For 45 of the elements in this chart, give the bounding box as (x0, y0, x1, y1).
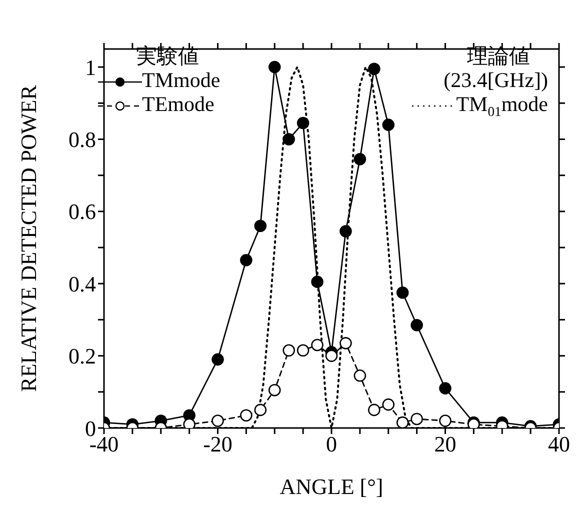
x-axis-title: ANGLE [°] (280, 474, 384, 499)
point (296, 344, 310, 357)
x-tick-label: 40 (548, 432, 570, 457)
point (268, 60, 281, 74)
y-tick-label: 0.4 (68, 271, 96, 296)
point (354, 370, 366, 382)
point (212, 414, 224, 427)
point (439, 382, 452, 394)
point (268, 384, 281, 396)
point (212, 353, 224, 366)
point (183, 418, 196, 428)
legend-label: TEmode (142, 92, 214, 116)
point (240, 409, 252, 422)
x-tick-label: -20 (203, 432, 232, 457)
point (296, 116, 310, 130)
point (396, 416, 409, 428)
point (410, 412, 423, 426)
point (282, 344, 295, 357)
point (340, 225, 352, 238)
point (254, 220, 267, 232)
point (368, 404, 380, 416)
annotation: (23.4[GHz]) (442, 68, 548, 92)
x-tick-label: 0 (326, 432, 337, 457)
point (354, 152, 366, 166)
point (311, 338, 324, 352)
y-tick-label: 0.6 (68, 199, 96, 224)
point (311, 276, 324, 288)
point (368, 62, 380, 75)
point (340, 337, 352, 350)
legend-label: TM$_{01}$mode (456, 92, 548, 120)
point (382, 118, 395, 131)
point (396, 286, 409, 299)
point (254, 404, 267, 416)
y-axis-title: RELATIVE DETECTED POWER (16, 84, 41, 392)
point (439, 414, 452, 427)
point (240, 254, 252, 266)
legend-label: TMmode (142, 68, 220, 92)
y-tick-label: 0.2 (68, 344, 96, 369)
point (410, 318, 423, 332)
point (282, 133, 295, 146)
x-tick-label: 20 (434, 432, 456, 457)
y-tick-label: 1 (85, 54, 96, 80)
point (325, 350, 338, 362)
point (382, 398, 395, 411)
y-tick-label: 0.8 (68, 127, 96, 152)
